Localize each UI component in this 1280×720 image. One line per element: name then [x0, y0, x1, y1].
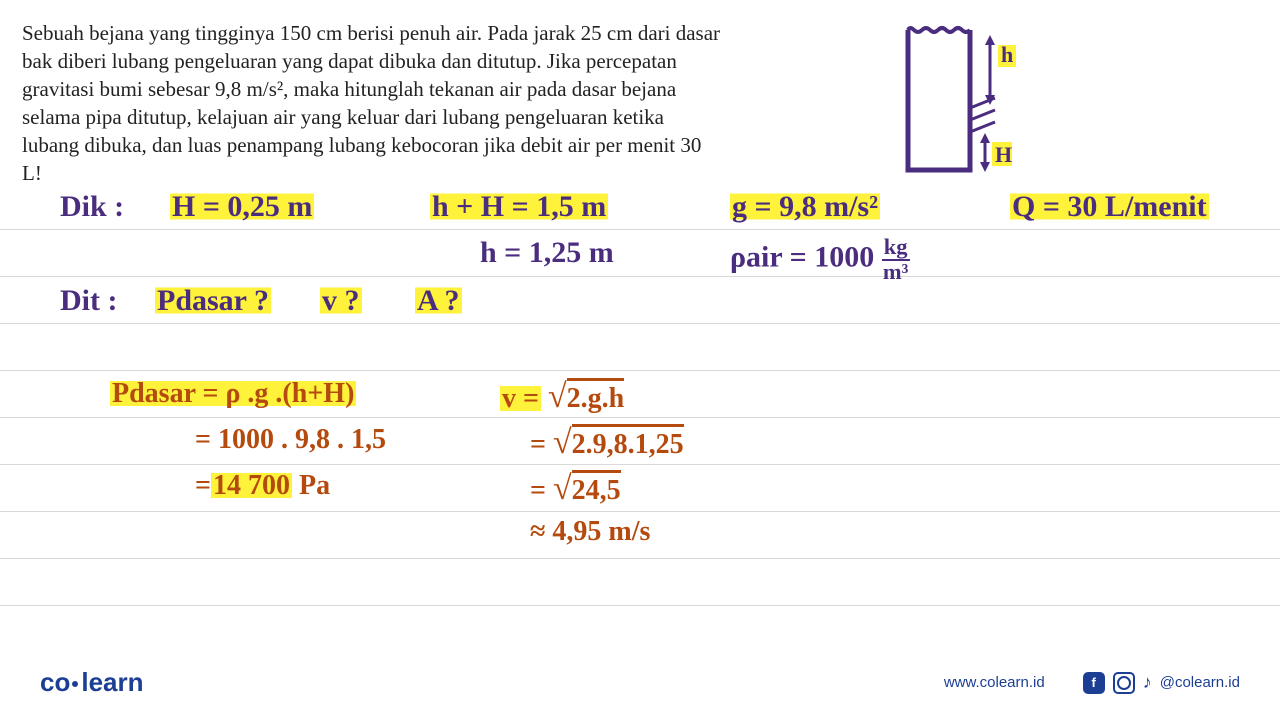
p-line2: = 1000 . 9,8 . 1,5 — [195, 424, 386, 456]
v-line2: = √2.9,8.1,25 — [530, 424, 684, 462]
dik-H: H = 0,25 m — [170, 190, 314, 224]
brand-logo: colearn — [40, 667, 144, 698]
problem-statement: Sebuah bejana yang tingginya 150 cm beri… — [22, 20, 722, 188]
footer: colearn www.colearn.id f ♪ @colearn.id — [0, 667, 1280, 698]
dik-hH: h + H = 1,5 m — [430, 190, 608, 224]
p-line3: =14 700 Pa — [195, 470, 330, 502]
dit-label: Dit : — [60, 284, 117, 318]
vessel-diagram: h H — [890, 20, 1070, 185]
svg-text:H: H — [995, 142, 1012, 167]
v-line4: ≈ 4,95 m/s — [530, 516, 650, 548]
dik-g: g = 9,8 m/s² — [730, 190, 880, 224]
handle: @colearn.id — [1160, 674, 1240, 691]
social-block: www.colearn.id f ♪ @colearn.id — [944, 672, 1240, 694]
v-line1: v = √2.g.h — [500, 378, 624, 416]
dik-h: h = 1,25 m — [480, 236, 614, 270]
dit-p: Pdasar ? — [155, 284, 271, 318]
svg-text:h: h — [1001, 42, 1013, 67]
dit-a: A ? — [415, 284, 462, 318]
facebook-icon: f — [1083, 672, 1105, 694]
tiktok-icon: ♪ — [1143, 672, 1152, 693]
p-line1: Pdasar = ρ .g .(h+H) — [110, 378, 356, 410]
footer-url: www.colearn.id — [944, 674, 1045, 691]
dit-v: v ? — [320, 284, 362, 318]
v-line3: = √24,5 — [530, 470, 621, 508]
dik-rho: ρair = 1000 kgm³ — [730, 236, 910, 283]
dik-label: Dik : — [60, 190, 124, 224]
instagram-icon — [1113, 672, 1135, 694]
dik-Q: Q = 30 L/menit — [1010, 190, 1209, 224]
